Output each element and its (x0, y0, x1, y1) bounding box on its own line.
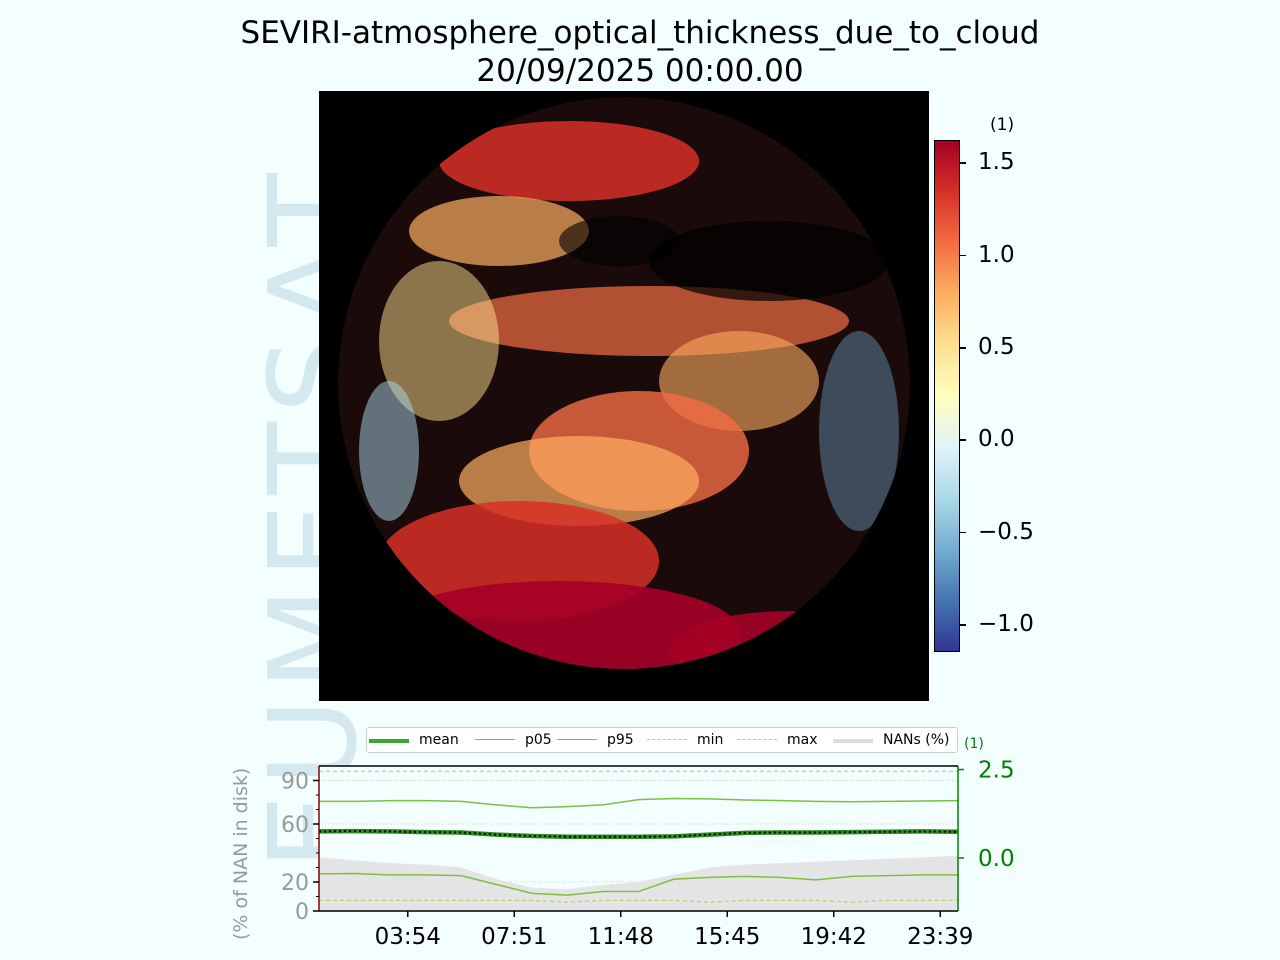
colorbar-tick-label: 0.5 (978, 334, 1015, 361)
right-tick-label: 2.5 (978, 758, 1015, 784)
chart-timestamp: 20/09/2025 00:00.00 (476, 53, 804, 89)
x-tick-label: 23:39 (907, 924, 973, 950)
legend-label: max (787, 732, 818, 748)
left-tick-label: 90 (281, 770, 309, 795)
right-axis-unit: (1) (964, 736, 984, 752)
colorbar-tick (960, 624, 966, 626)
colorbar-tick (960, 254, 966, 257)
legend-swatch (833, 739, 873, 743)
legend-swatch (647, 739, 687, 740)
colorbar-unit-label: (1) (990, 115, 1015, 135)
legend-label: p95 (607, 732, 634, 748)
colorbar-tick-label: 1.5 (978, 149, 1015, 176)
colorbar-tick-label: 0.0 (978, 426, 1015, 453)
colorbar (934, 140, 960, 652)
colorbar-tick-label: −1.0 (978, 611, 1034, 638)
colorbar-tick-label: −0.5 (978, 518, 1034, 545)
nan-area (319, 855, 958, 911)
legend-label: p05 (525, 732, 552, 748)
legend: mean p05 p95 min max NANs (%) (366, 727, 958, 753)
series-markers-mean (318, 830, 959, 838)
legend-label: min (697, 732, 724, 748)
colorbar-tick-label: 1.0 (978, 241, 1015, 268)
colorbar-tick (960, 347, 966, 349)
right-tick-label: 0.0 (978, 846, 1015, 872)
series-line-p95 (319, 797, 959, 809)
left-tick-label: 0 (295, 900, 309, 925)
left-tick-label: 60 (281, 813, 309, 838)
colorbar-tick (960, 439, 966, 441)
colorbar-tick (960, 531, 966, 534)
chart-title: SEVIRI-atmosphere_optical_thickness_due_… (240, 15, 1040, 51)
legend-swatch (557, 739, 597, 740)
colorbar-tick (960, 162, 966, 164)
earth-disk-svg (338, 97, 910, 669)
legend-swatch (737, 739, 777, 740)
legend-label: mean (419, 732, 459, 748)
x-tick-label: 19:42 (801, 924, 867, 950)
series-line-min (319, 899, 958, 903)
earth-disk-image (319, 91, 929, 701)
x-tick-label: 07:51 (481, 924, 547, 950)
legend-swatch (475, 739, 515, 740)
x-tick-label: 15:45 (694, 924, 760, 950)
legend-label: NANs (%) (883, 732, 950, 748)
left-axis-label: (% of NAN in disk) (230, 767, 252, 940)
x-tick-label: 11:48 (588, 924, 654, 950)
series-line-p05 (318, 872, 958, 896)
left-tick-label: 20 (281, 871, 309, 896)
legend-swatch (369, 739, 409, 743)
x-tick-label: 03:54 (375, 924, 441, 950)
